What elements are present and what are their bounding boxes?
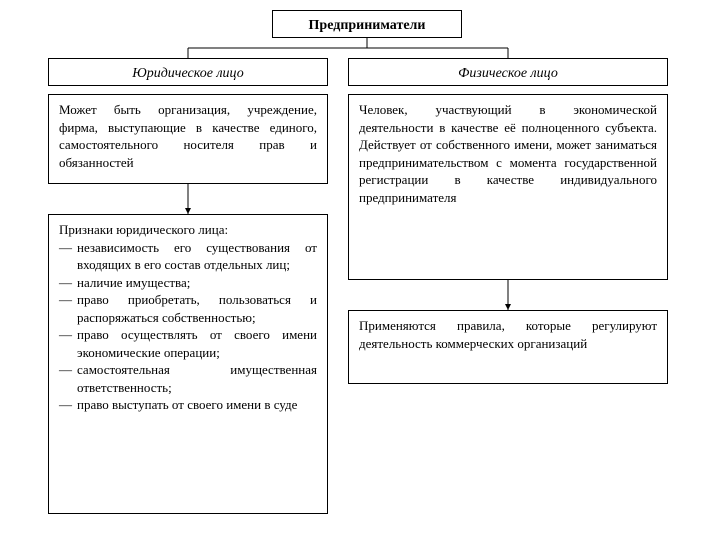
trait-text: право выступать от своего имени в суде <box>77 396 297 414</box>
right-definition: Человек, участвующий в экономической дея… <box>348 94 668 280</box>
trait-item: —право выступать от своего имени в суде <box>59 396 317 414</box>
left-traits: Признаки юридического лица: —независимос… <box>48 214 328 514</box>
trait-item: —самостоятельная имущественная ответстве… <box>59 361 317 396</box>
right-header: Физическое лицо <box>348 58 668 86</box>
root-box: Предприниматели <box>272 10 462 38</box>
dash-icon: — <box>59 291 77 326</box>
dash-icon: — <box>59 396 77 414</box>
trait-text: самостоятельная имущественная ответствен… <box>77 361 317 396</box>
trait-text: право приобретать, пользоваться и распор… <box>77 291 317 326</box>
trait-item: —независимость его существования от вход… <box>59 239 317 274</box>
trait-item: —право приобретать, пользоваться и распо… <box>59 291 317 326</box>
traits-title: Признаки юридического лица: <box>59 221 317 239</box>
trait-item: —наличие имущества; <box>59 274 317 292</box>
trait-text: независимость его существования от входя… <box>77 239 317 274</box>
dash-icon: — <box>59 326 77 361</box>
trait-item: —право осуществлять от своего имени экон… <box>59 326 317 361</box>
right-rules: Применяются правила, которые регулируют … <box>348 310 668 384</box>
left-header: Юридическое лицо <box>48 58 328 86</box>
trait-text: право осуществлять от своего имени эконо… <box>77 326 317 361</box>
dash-icon: — <box>59 274 77 292</box>
dash-icon: — <box>59 361 77 396</box>
left-definition: Может быть организация, учреждение, фирм… <box>48 94 328 184</box>
trait-text: наличие имущества; <box>77 274 190 292</box>
dash-icon: — <box>59 239 77 274</box>
